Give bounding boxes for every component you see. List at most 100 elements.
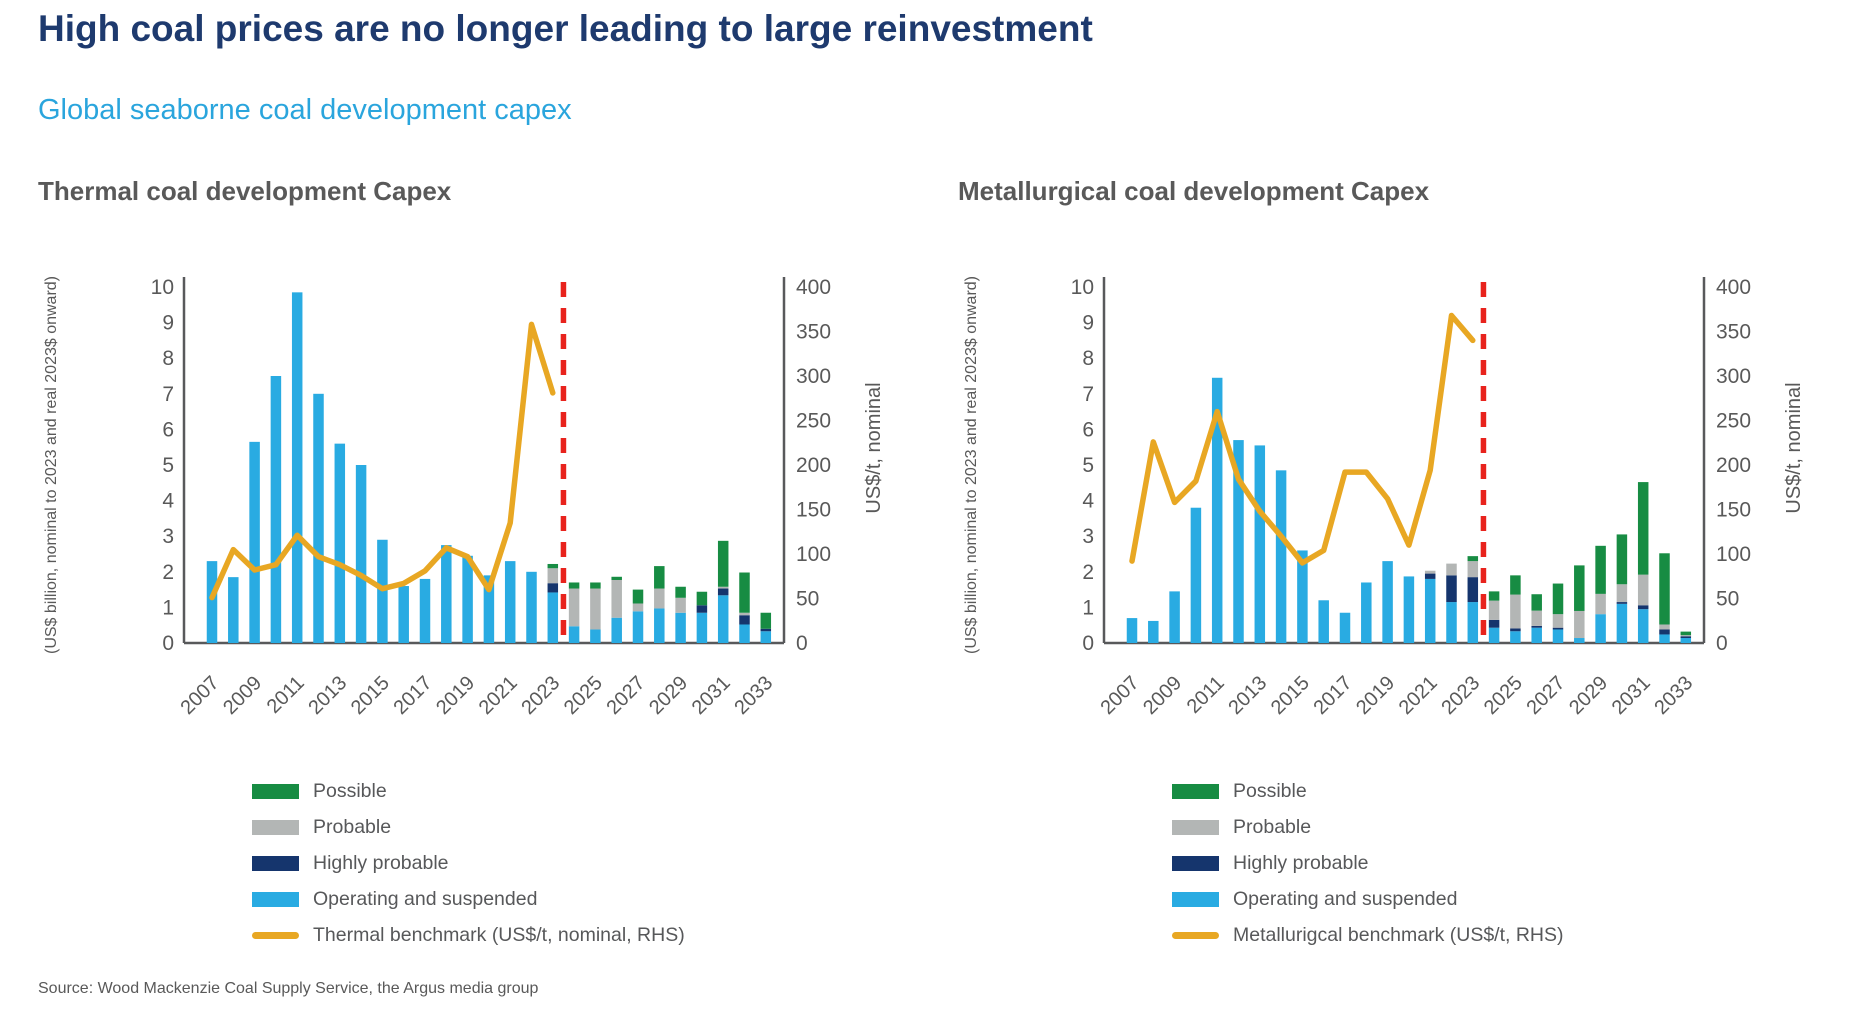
y-left-tick-label: 4 — [162, 490, 174, 513]
legend-swatch-operating — [252, 892, 299, 907]
bar-segment-operating-2032 — [1659, 634, 1670, 643]
y-left-tick-label: 5 — [162, 454, 174, 477]
y-left-tick-label: 6 — [162, 418, 174, 441]
bar-segment-operating-2020 — [483, 575, 495, 643]
bar-segment-highly_probable-2024 — [1488, 619, 1500, 628]
x-tick-label: 2017 — [390, 672, 437, 719]
bar-segment-possible-2024 — [568, 582, 580, 589]
bar-segment-probable-2024 — [568, 588, 580, 627]
bar-segment-highly_probable-2027 — [1552, 627, 1564, 630]
legend-row: Metallurigcal benchmark (US$/t, RHS) — [1172, 924, 1838, 947]
y-right-tick-label: 0 — [1716, 632, 1728, 655]
bar-segment-highly_probable-2030 — [696, 605, 708, 613]
bar-segment-operating-2010 — [270, 376, 282, 643]
y-left-tick-label: 10 — [151, 276, 174, 299]
bar-segment-possible-2031 — [1637, 482, 1649, 575]
bar-segment-operating-2012 — [1233, 440, 1244, 643]
bar-segment-operating-2014 — [355, 465, 367, 643]
bar-segment-highly_probable-2021 — [1424, 573, 1436, 579]
bar-segment-operating-2008 — [1148, 620, 1159, 643]
bar-segment-possible-2025 — [590, 582, 601, 589]
bar-segment-probable-2026 — [1531, 610, 1542, 626]
y-left-tick-label: 5 — [1082, 454, 1094, 477]
bar-segment-operating-2017 — [1339, 612, 1351, 643]
bar-segment-operating-2014 — [1275, 470, 1287, 643]
bar-segment-possible-2032 — [739, 572, 750, 613]
y-left-tick-label: 7 — [162, 383, 174, 406]
legend-swatch-probable — [252, 820, 299, 835]
x-tick-label: 2019 — [1352, 672, 1399, 719]
bar-segment-highly_probable-2033 — [1680, 636, 1692, 639]
x-tick-label: 2033 — [1650, 672, 1697, 719]
legend-swatch-benchmark — [1172, 932, 1219, 939]
bar-segment-highly_probable-2030 — [1616, 602, 1628, 604]
legend-row: Thermal benchmark (US$/t, nominal, RHS) — [252, 924, 918, 947]
y-right-tick-label: 250 — [1716, 410, 1751, 433]
y-left-tick-label: 2 — [162, 561, 174, 584]
bar-segment-operating-2022 — [1446, 602, 1457, 643]
x-tick-label: 2019 — [432, 672, 479, 719]
bar-segment-operating-2033 — [1680, 638, 1692, 643]
y-left-tick-label: 7 — [1082, 383, 1094, 406]
bar-segment-highly_probable-2031 — [1637, 605, 1649, 610]
metallurgical-capex-chart: 0123456789100501001502002503003504002007… — [963, 276, 1805, 719]
bar-segment-operating-2028 — [654, 608, 665, 643]
bar-segment-operating-2030 — [1616, 603, 1628, 643]
bar-segment-operating-2015 — [1297, 550, 1308, 643]
bar-segment-possible-2027 — [632, 589, 644, 604]
y-left-tick-label: 8 — [162, 347, 174, 370]
bar-segment-operating-2019 — [462, 555, 473, 643]
bar-segment-possible-2024 — [1488, 591, 1500, 601]
y-left-tick-label: 0 — [162, 632, 174, 655]
bar-segment-probable-2027 — [1552, 614, 1564, 628]
y-left-tick-label: 3 — [162, 525, 174, 548]
bar-segment-operating-2025 — [590, 629, 601, 643]
bar-segment-operating-2013 — [334, 443, 346, 643]
bar-segment-operating-2010 — [1190, 507, 1202, 643]
y-right-tick-label: 100 — [796, 543, 831, 566]
legend-swatch-possible — [252, 784, 299, 799]
legend-label: Operating and suspended — [313, 888, 538, 910]
chart-title-thermal: Thermal coal development Capex — [38, 176, 452, 206]
y-right-tick-label: 400 — [796, 276, 831, 299]
x-tick-label: 2017 — [1310, 672, 1357, 719]
y-left-tick-label: 8 — [1082, 347, 1094, 370]
benchmark-line — [209, 321, 556, 601]
bar-segment-probable-2028 — [1574, 610, 1585, 639]
source-note: Source: Wood Mackenzie Coal Supply Servi… — [38, 980, 539, 997]
bar-segment-possible-2025 — [1510, 575, 1521, 595]
y-left-tick-label: 4 — [1082, 490, 1094, 513]
bar-segment-highly_probable-2025 — [1510, 628, 1521, 632]
bar-segment-probable-2033 — [1680, 635, 1692, 637]
x-tick-label: 2033 — [730, 672, 777, 719]
legend-swatch-benchmark — [252, 932, 299, 939]
x-tick-label: 2027 — [603, 672, 650, 719]
x-tick-label: 2013 — [304, 672, 351, 719]
bar-segment-operating-2026 — [1531, 627, 1542, 643]
legend-row: Possible — [252, 780, 918, 803]
legend-row: Highly probable — [252, 852, 918, 875]
legend-label: Possible — [313, 780, 387, 802]
x-tick-label: 2015 — [347, 672, 394, 719]
x-tick-label: 2009 — [219, 672, 266, 719]
y-right-tick-label: 300 — [1716, 365, 1751, 388]
legend-label: Highly probable — [1233, 852, 1369, 874]
chart-thermal: Thermal coal development Capex 0 1 2 3 4 5 6 7 8… — [38, 176, 918, 947]
bar-segment-operating-2029 — [1595, 614, 1606, 643]
x-tick-label: 2027 — [1523, 672, 1570, 719]
y-left-tick-label: 9 — [1082, 312, 1094, 335]
legend-metallurgical: Possible Probable Highly probable Operating… — [1172, 780, 1838, 947]
bar-segment-operating-2023 — [547, 592, 559, 643]
legend-row: Operating and suspended — [1172, 888, 1838, 911]
bar-segment-possible-2028 — [654, 566, 665, 589]
bar-segment-probable-2023 — [1467, 561, 1479, 578]
bar-segment-possible-2026 — [611, 576, 622, 580]
bar-segment-operating-2031 — [717, 595, 729, 643]
bar-segment-possible-2028 — [1574, 565, 1585, 611]
bar-segment-operating-2016 — [398, 586, 409, 643]
bar-segment-probable-2031 — [1637, 574, 1649, 606]
bar-segment-operating-2018 — [1361, 582, 1372, 643]
legend-label: Thermal benchmark (US$/t, nominal, RHS) — [313, 924, 685, 946]
bar-segment-operating-2021 — [1424, 578, 1436, 643]
bar-segment-probable-2025 — [1510, 594, 1521, 629]
